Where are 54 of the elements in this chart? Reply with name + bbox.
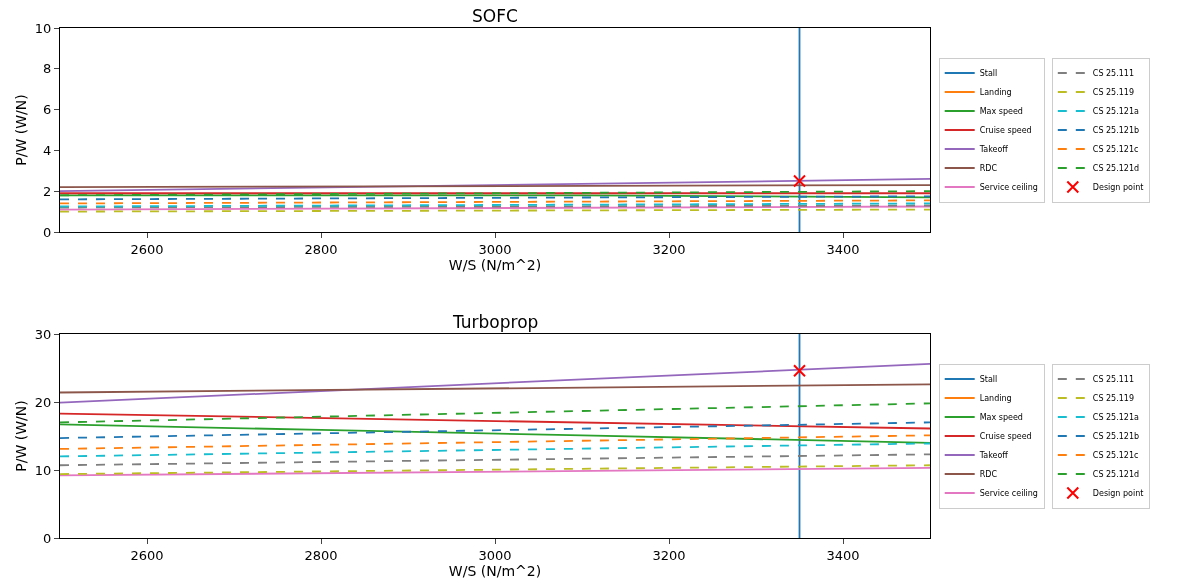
legend-label: CS 25.111 [1092,69,1134,79]
x-tick-label: 2600 [130,547,164,563]
legend-label: Service ceiling [979,489,1038,499]
legend-label: Takeoff [978,451,1009,461]
y-tick-label: 0 [43,224,52,240]
legend-label: Stall [979,375,998,385]
x-tick-label: 3200 [652,547,686,563]
legend-label: CS 25.121a [1092,413,1139,423]
x-tick-label: 3200 [652,241,686,257]
legend-label: Max speed [979,107,1023,117]
y-tick-label: 20 [34,394,52,410]
legend-label: Service ceiling [979,183,1038,193]
y-tick-label: 10 [34,462,52,478]
legend-label: Takeoff [978,145,1009,155]
legend-label: Cruise speed [979,432,1032,442]
x-tick-label: 3000 [478,241,512,257]
x-tick-label: 2800 [304,547,338,563]
y-tick-label: 30 [34,326,52,342]
y-axis-title: P/W (W/N) [13,400,30,472]
legend-label: CS 25.121c [1092,451,1139,461]
y-tick-label: 2 [43,183,52,199]
x-tick-label: 3400 [826,547,860,563]
legend-label: CS 25.121b [1092,126,1140,136]
legend-label: CS 25.111 [1092,375,1134,385]
x-axis-title: W/S (N/m^2) [448,562,542,579]
legend-label: Max speed [979,413,1023,423]
legend-label: Cruise speed [979,126,1032,136]
y-tick-label: 0 [43,530,52,546]
legend-label: CS 25.121b [1092,432,1140,442]
legend-label: CS 25.121d [1092,470,1140,480]
x-axis-title: W/S (N/m^2) [448,256,542,273]
y-tick-label: 10 [34,20,52,36]
x-tick-label: 3400 [826,241,860,257]
legend-label: CS 25.119 [1092,88,1134,98]
y-axis-title: P/W (W/N) [13,94,30,166]
x-tick-label: 3000 [478,547,512,563]
legend-label: Design point [1092,489,1144,499]
y-tick-label: 4 [43,142,52,158]
y-tick-label: 6 [43,102,52,118]
legend-label: CS 25.121d [1092,164,1140,174]
legend-label: Landing [979,88,1012,98]
x-tick-label: 2800 [304,241,338,257]
legend-label: RDC [979,470,998,480]
legend-label: CS 25.121c [1092,145,1139,155]
legend-label: Design point [1092,183,1144,193]
legend-label: Landing [979,394,1012,404]
chart-title: SOFC [472,6,518,26]
legend-label: Stall [979,69,998,79]
legend-label: RDC [979,164,998,174]
y-tick-label: 8 [43,61,52,77]
x-tick-label: 2600 [130,241,164,257]
legend-label: CS 25.119 [1092,394,1134,404]
chart-title: Turboprop [452,312,539,332]
legend-label: CS 25.121a [1092,107,1139,117]
